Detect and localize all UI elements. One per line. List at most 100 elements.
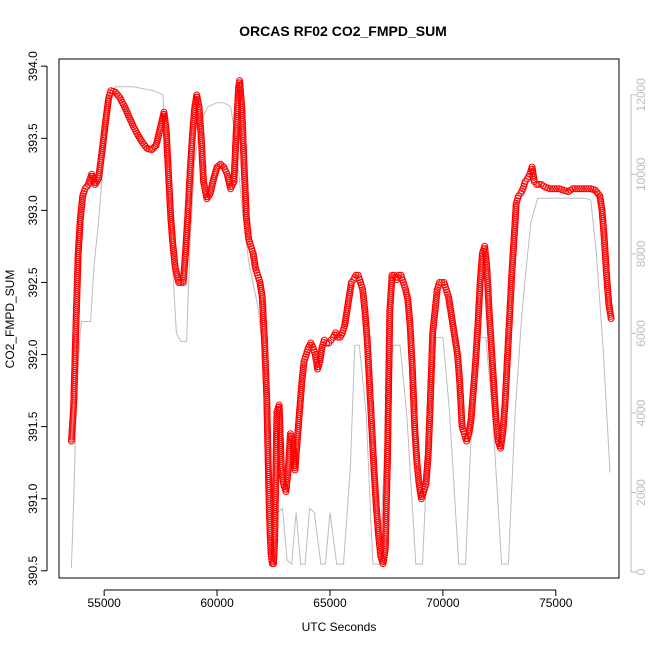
co2-point — [493, 422, 501, 430]
x-tick-label: 55000 — [87, 596, 121, 610]
y-tick-label: 394.0 — [26, 51, 40, 81]
co2-point — [270, 560, 277, 568]
y2-tick-label: 8000 — [634, 240, 648, 267]
chart-title: ORCAS RF02 CO2_FMPD_SUM — [239, 23, 447, 39]
co2-point — [594, 190, 602, 198]
co2-point — [546, 185, 554, 193]
co2-point — [170, 255, 178, 263]
y-tick-label: 392.0 — [26, 339, 40, 369]
altitude-line — [70, 86, 611, 569]
co2-point — [432, 297, 440, 304]
co2-point — [582, 185, 590, 193]
co2-point — [270, 549, 278, 557]
co2-point — [415, 474, 422, 482]
co2-point — [77, 209, 85, 217]
co2-point — [193, 93, 201, 101]
co2-point — [492, 420, 500, 428]
co2-point — [77, 214, 84, 222]
co2-point — [429, 325, 437, 333]
co2-point — [375, 531, 382, 539]
co2-point — [299, 366, 307, 374]
x-tick-label: 70000 — [426, 596, 460, 610]
co2-point — [481, 247, 489, 255]
co2-point — [81, 185, 89, 193]
altitude-series — [70, 86, 611, 569]
co2-point — [298, 377, 306, 385]
y2-tick-label: 0 — [634, 568, 648, 575]
co2-point — [431, 307, 439, 315]
co2-point — [482, 255, 490, 263]
co2-point — [414, 472, 422, 480]
x-tick-label: 65000 — [313, 596, 347, 610]
co2-point — [481, 249, 489, 257]
co2-point — [282, 483, 290, 491]
x-axis-label: UTC Seconds — [302, 620, 377, 634]
co2-series — [67, 77, 615, 568]
co2-point — [283, 481, 291, 489]
co2-point — [548, 185, 556, 193]
co2-point — [134, 131, 142, 139]
y2-tick-label: 2000 — [634, 479, 648, 506]
co2-point — [571, 185, 579, 193]
y2-tick-label: 12000 — [634, 78, 648, 112]
co2-point — [573, 185, 581, 193]
co2-point — [482, 253, 490, 261]
co2-point — [359, 290, 367, 298]
co2-point — [414, 467, 422, 475]
co2-point — [430, 314, 438, 322]
co2-point — [553, 185, 561, 193]
co2-point — [433, 290, 441, 298]
y-tick-label: 392.5 — [26, 267, 40, 297]
co2-point — [375, 535, 383, 543]
co2-point — [585, 185, 592, 193]
co2-point — [170, 249, 178, 257]
co2-point — [270, 547, 278, 555]
co2-point — [299, 369, 307, 377]
co2-point — [245, 233, 252, 241]
co2-point — [284, 472, 291, 480]
co2-point — [151, 143, 159, 151]
x-axis: 55000 60000 65000 70000 75000 — [87, 589, 573, 610]
co2-point — [135, 133, 143, 141]
co2-point — [576, 185, 583, 193]
x-tick-label: 75000 — [539, 596, 573, 610]
co2-point — [431, 303, 439, 311]
co2-point — [78, 196, 86, 204]
co2-point — [204, 193, 212, 201]
y2-axis: 0 2000 4000 6000 8000 10000 12000 — [630, 78, 648, 575]
y2-tick-label: 6000 — [634, 320, 648, 347]
co2-point — [78, 201, 86, 209]
co2-point — [512, 203, 520, 211]
y-tick-label: 391.0 — [26, 483, 40, 513]
co2-point — [283, 477, 291, 485]
co2-point — [535, 180, 543, 188]
y-tick-label: 391.5 — [26, 411, 40, 441]
co2-point — [270, 555, 278, 563]
co2-point — [607, 315, 615, 322]
co2-point — [431, 305, 439, 313]
co2-point — [492, 418, 500, 426]
co2-point — [551, 185, 559, 193]
co2-point — [413, 463, 421, 471]
co2-point — [270, 553, 278, 561]
x-tick-label: 60000 — [200, 596, 234, 610]
co2-point — [569, 185, 577, 193]
co2-point — [243, 222, 251, 230]
co2-point — [430, 320, 438, 328]
co2-point — [458, 421, 466, 429]
y-axis-label: CO2_FMPD_SUM — [3, 270, 17, 369]
co2-point — [270, 551, 278, 559]
co2-point — [360, 301, 368, 309]
y-tick-label: 393.0 — [26, 195, 40, 225]
y2-tick-label: 10000 — [634, 157, 648, 191]
co2-point — [578, 185, 586, 193]
co2-point — [360, 299, 368, 307]
co2-point — [298, 373, 306, 381]
co2-point — [215, 162, 223, 170]
co2-point — [580, 185, 588, 193]
y-tick-label: 390.5 — [26, 555, 40, 585]
co2-point — [91, 180, 99, 188]
co2-point — [334, 333, 342, 341]
co2-point — [79, 194, 86, 202]
co2-point — [533, 180, 541, 188]
